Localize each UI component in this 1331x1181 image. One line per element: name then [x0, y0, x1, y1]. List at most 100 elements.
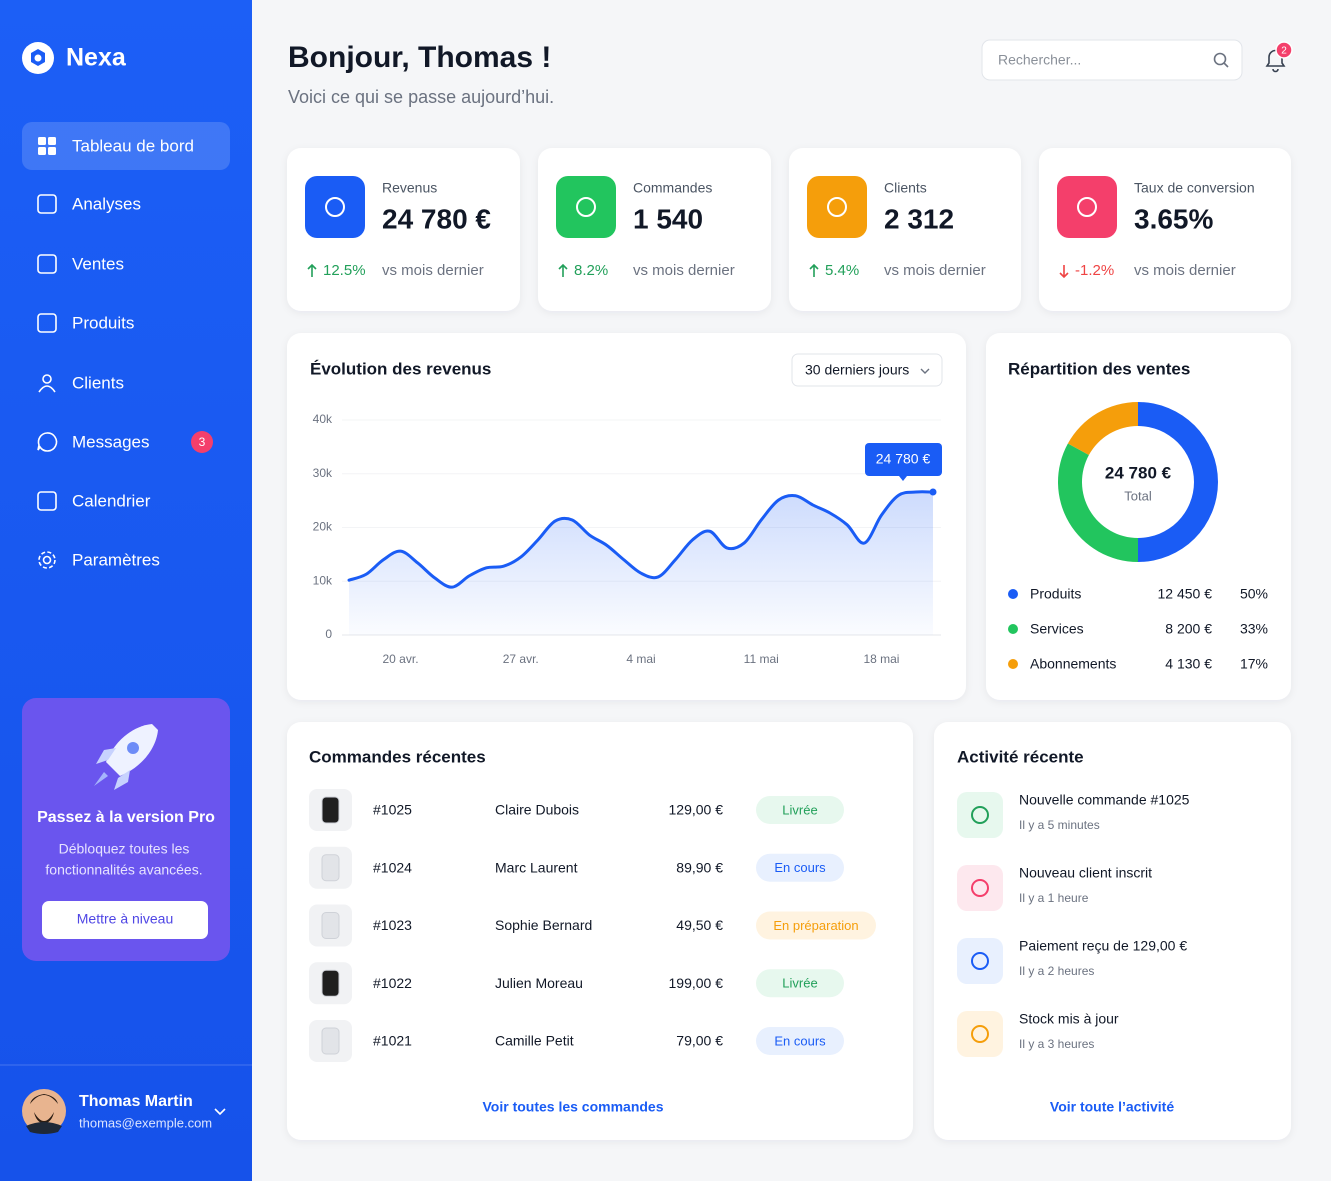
nav-label[interactable]: Analyses [72, 194, 141, 213]
activity-title: Paiement reçu de 129,00 € [1019, 938, 1187, 954]
y-tick-label: 30k [313, 466, 333, 480]
status-pill [756, 1027, 844, 1055]
icon-part [37, 432, 58, 452]
status-pill [756, 796, 844, 824]
icon-part [38, 551, 56, 569]
kpi-icon-box [807, 176, 867, 238]
user-menu-chevron[interactable] [214, 1108, 226, 1116]
sidebar [0, 0, 252, 1181]
promo-card [22, 698, 230, 961]
range-select-label[interactable]: 30 derniers jours [805, 362, 909, 378]
bell-badge-count: 2 [1281, 46, 1287, 57]
activity-icon-box [957, 792, 1003, 838]
nav-label[interactable]: Produits [72, 313, 134, 332]
avatar-shirt [26, 1122, 62, 1134]
rocket-fin [96, 748, 130, 790]
nav-icon [38, 374, 56, 393]
nav-label[interactable]: Calendrier [72, 491, 151, 510]
section-title: Commandes récentes [309, 747, 486, 766]
orders-link[interactable]: Voir toutes les commandes [482, 1099, 663, 1115]
nav-label[interactable]: Ventes [72, 254, 124, 273]
order-customer: Camille Petit [495, 1033, 574, 1049]
order-amount: 129,00 € [669, 802, 724, 818]
activity-link[interactable]: Voir toute l’activité [1050, 1099, 1174, 1115]
status-pill [756, 969, 844, 998]
rocket-icon [94, 724, 158, 790]
kpi-note: vs mois dernier [1134, 262, 1236, 279]
legend-percent: 33% [1240, 621, 1268, 637]
nav-label[interactable]: Messages [72, 432, 149, 451]
avatar-hair [30, 1094, 58, 1104]
order-id: #1024 [373, 859, 412, 875]
x-tick-label: 18 mai [863, 652, 899, 666]
nav-icon [37, 254, 57, 274]
donut-segment [1067, 402, 1138, 456]
kpi-delta: -1.2% [1075, 262, 1114, 279]
icon-part [38, 385, 56, 393]
kpi-icon [827, 197, 847, 217]
legend-percent: 17% [1240, 656, 1268, 672]
revenue-area [349, 491, 933, 635]
y-tick-label: 40k [313, 412, 333, 426]
icon-part [37, 313, 57, 333]
icon-square [38, 137, 46, 145]
order-amount: 89,90 € [676, 859, 723, 875]
status-pill [756, 853, 844, 882]
range-select[interactable] [791, 353, 943, 387]
order-amount: 79,00 € [676, 1033, 723, 1049]
chart-title: Répartition des ventes [1008, 359, 1190, 378]
legend-label: Services [1030, 621, 1084, 637]
promo-title: Passez à la version Pro [37, 809, 215, 826]
legend-percent: 50% [1240, 586, 1268, 602]
activity-icon-box [957, 938, 1003, 984]
legend-amount: 12 450 € [1158, 586, 1213, 602]
status-label: Livrée [782, 976, 817, 991]
nav-label[interactable]: Tableau de bord [72, 136, 194, 155]
tooltip-label: 24 780 € [876, 451, 931, 467]
legend-amount: 4 130 € [1165, 656, 1212, 672]
nav-label[interactable]: Paramètres [72, 550, 160, 569]
product-shape [321, 969, 340, 997]
status-label: Livrée [782, 802, 817, 817]
kpi-trend-arrow [809, 263, 819, 277]
kpi-trend-arrow [1059, 265, 1069, 279]
kpi-icon-box [305, 176, 365, 238]
kpi-trend-arrow [307, 263, 317, 277]
promo-button-label[interactable]: Mettre à niveau [77, 911, 174, 927]
tooltip-pointer [899, 476, 907, 481]
order-id: #1025 [373, 802, 412, 818]
order-id: #1023 [373, 917, 412, 933]
promo-button[interactable] [42, 901, 208, 939]
search-box[interactable] [981, 39, 1243, 81]
order-customer: Julien Moreau [495, 975, 583, 991]
activity-card [934, 722, 1291, 1140]
search-placeholder[interactable]: Rechercher... [998, 52, 1081, 68]
kpi-icon [1077, 197, 1097, 217]
avatar-beard [34, 1112, 54, 1124]
promo-text: fonctionnalités avancées. [45, 862, 202, 878]
logo-dot [34, 54, 42, 62]
x-tick-label: 4 mai [626, 652, 655, 666]
y-tick-label: 0 [325, 627, 332, 641]
icon-part [42, 374, 52, 384]
activity-title: Nouveau client inscrit [1019, 865, 1152, 881]
kpi-label: Taux de conversion [1134, 180, 1255, 196]
promo-text: Débloquez toutes les [59, 841, 190, 857]
activity-icon [971, 952, 989, 970]
section-title: Activité récente [957, 747, 1084, 766]
icon-part [37, 194, 57, 214]
activity-icon [971, 806, 989, 824]
nav-icon [37, 313, 57, 333]
x-tick-label: 20 avr. [383, 652, 419, 666]
kpi-delta: 8.2% [574, 262, 608, 279]
chart-title: Évolution des revenus [310, 359, 491, 378]
nav-icon [37, 491, 57, 511]
nav-label[interactable]: Clients [72, 373, 124, 392]
donut-total: 24 780 € [1105, 463, 1172, 482]
kpi-label: Clients [884, 180, 927, 196]
nav-badge [191, 431, 213, 453]
order-id: #1022 [373, 975, 412, 991]
nav-icon [38, 137, 56, 155]
nav-icon [37, 432, 58, 452]
legend-label: Produits [1030, 586, 1081, 602]
